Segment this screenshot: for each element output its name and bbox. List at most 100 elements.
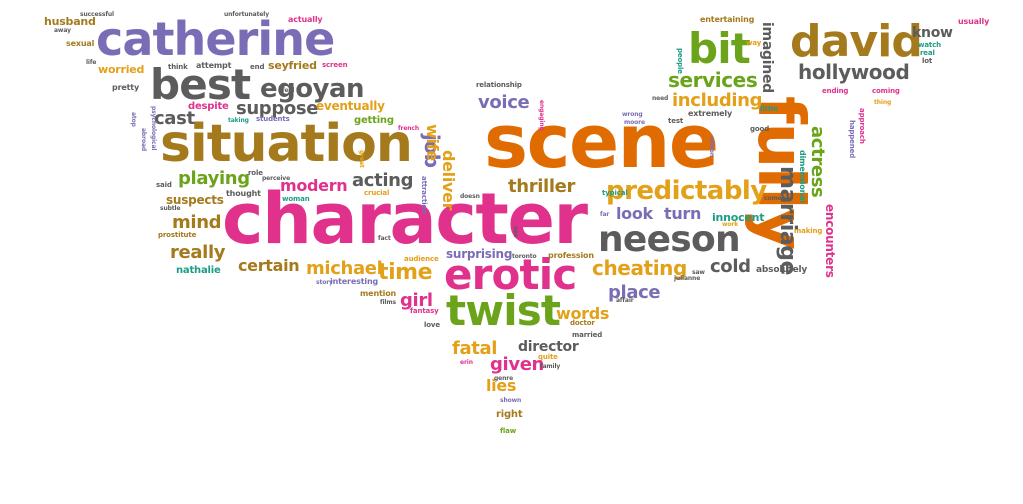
cloud-word-julianne: julianne [674, 275, 701, 282]
cloud-word-character: character [222, 178, 588, 260]
cloud-word-way: way [746, 39, 762, 47]
cloud-word-little: little [760, 105, 778, 113]
cloud-word-great: great [358, 150, 365, 168]
cloud-word-hollywood: hollywood [798, 60, 910, 84]
cloud-word-successful: successful [80, 11, 114, 18]
cloud-word-role: role [248, 169, 263, 177]
cloud-word-coming: coming [872, 87, 900, 95]
cloud-word-good: good [750, 125, 770, 133]
cloud-word-entertaining: entertaining [700, 15, 755, 24]
cloud-word-thriller: thriller [508, 176, 576, 197]
cloud-word-usually: usually [958, 17, 990, 26]
cloud-word-services: services [668, 68, 758, 92]
cloud-word-egoyan: egoyan [260, 74, 365, 104]
cloud-word-far: far [600, 211, 610, 218]
cloud-word-approach: approach [858, 108, 866, 144]
cloud-word-life: life [86, 59, 97, 66]
cloud-word-comes: comes [764, 195, 785, 202]
cloud-word-interesting: interesting [330, 277, 379, 286]
cloud-word-end: end [250, 63, 265, 71]
cloud-word-imagined: imagined [759, 22, 775, 93]
cloud-word-really: really [170, 242, 226, 263]
cloud-word-woman: woman [282, 195, 310, 203]
cloud-word-girl: girl [400, 290, 433, 311]
cloud-word-need: need [652, 95, 669, 102]
cloud-word-look: look [616, 204, 653, 223]
cloud-word-making: making [794, 227, 823, 235]
cloud-word-fact: fact [378, 235, 391, 242]
cloud-word-crucial: crucial [364, 189, 390, 197]
cloud-word-worried: worried [98, 63, 145, 76]
cloud-word-moore: moore [624, 119, 645, 126]
cloud-word-michael: michael [306, 258, 383, 279]
cloud-word-thought: thought [226, 189, 261, 198]
cloud-word-situation: situation [160, 114, 413, 174]
cloud-word-test: test [668, 117, 684, 125]
cloud-word-deliver: deliver [439, 150, 458, 211]
cloud-word-unfortunately: unfortunately [224, 11, 270, 18]
cloud-word-students: students [256, 115, 290, 123]
cloud-word-seyfried: seyfried [268, 59, 317, 72]
cloud-word-abroad: abroad [140, 128, 147, 152]
cloud-word-erotic: erotic [444, 250, 577, 299]
cloud-word-neeson: neeson [598, 219, 741, 260]
cloud-word-work: work [722, 221, 739, 228]
cloud-word-know: know [912, 25, 953, 41]
cloud-word-fantasy: fantasy [410, 307, 439, 315]
cloud-word-happened: happened [848, 120, 856, 159]
cloud-word-scene: scene [484, 99, 719, 185]
cloud-word-doctor: doctor [570, 319, 595, 327]
cloud-word-prostitute: prostitute [158, 231, 197, 239]
cloud-word-cold: cold [710, 256, 751, 277]
cloud-word-certain: certain [238, 256, 300, 275]
cloud-word-cast: cast [154, 108, 195, 129]
cloud-word-actually: actually [288, 15, 323, 24]
cloud-word-erin: erin [460, 359, 473, 366]
cloud-word-cheating: cheating [592, 256, 687, 280]
cloud-word-wife: wife [423, 124, 442, 161]
cloud-word-suppose: suppose [236, 98, 319, 119]
cloud-word-feel: feel [282, 87, 295, 94]
cloud-word-films: films [380, 299, 396, 306]
cloud-word-suspects: suspects [166, 193, 224, 207]
cloud-word-attraction: attraction [420, 176, 428, 214]
cloud-word-twist: twist [446, 286, 561, 335]
cloud-word-bit: bit [688, 24, 751, 73]
cloud-word-surprising: surprising [446, 247, 513, 261]
cloud-word-ending: ending [822, 87, 849, 95]
cloud-word-director: director [518, 339, 579, 355]
cloud-word-profession: profession [548, 251, 594, 260]
cloud-word-love: love [424, 321, 440, 329]
cloud-word-shown: shown [500, 397, 522, 404]
cloud-word-watch: watch [918, 41, 941, 49]
cloud-word-typical: typical [602, 189, 628, 197]
cloud-word-genre: genre [494, 375, 514, 382]
cloud-word-toronto: toronto [512, 253, 537, 260]
cloud-word-taking: taking [228, 117, 249, 124]
cloud-word-psychological: psychological [150, 106, 157, 151]
cloud-word-voice: voice [478, 92, 530, 113]
cloud-word-wilson: wilson [708, 136, 715, 157]
cloud-word-actress: actress [807, 126, 828, 198]
cloud-word-lies: lies [486, 376, 517, 395]
cloud-word-predictably: predictably [606, 176, 767, 206]
cloud-word-husband: husband [44, 15, 96, 28]
cloud-word-dimensional: dimensional [798, 150, 807, 204]
cloud-word-right: right [496, 409, 523, 420]
cloud-word-subtle: subtle [160, 205, 181, 212]
cloud-word-sexual: sexual [66, 39, 95, 48]
cloud-word-screen: screen [322, 61, 348, 69]
cloud-word-catherine: catherine [96, 12, 335, 66]
cloud-word-encounters: encounters [823, 204, 837, 278]
cloud-word-affair: affair [616, 297, 634, 304]
cloud-word-eventually: eventually [316, 99, 385, 113]
cloud-word-mention: mention [360, 289, 397, 298]
cloud-word-real: real [920, 49, 935, 57]
cloud-word-david: david [790, 16, 923, 67]
cloud-word-absolutely: absolutely [756, 265, 808, 275]
cloud-word-getting: getting [354, 115, 394, 126]
cloud-word-saw: saw [692, 269, 705, 276]
cloud-word-married: married [572, 331, 603, 339]
cloud-word-lot: lot [922, 57, 933, 65]
